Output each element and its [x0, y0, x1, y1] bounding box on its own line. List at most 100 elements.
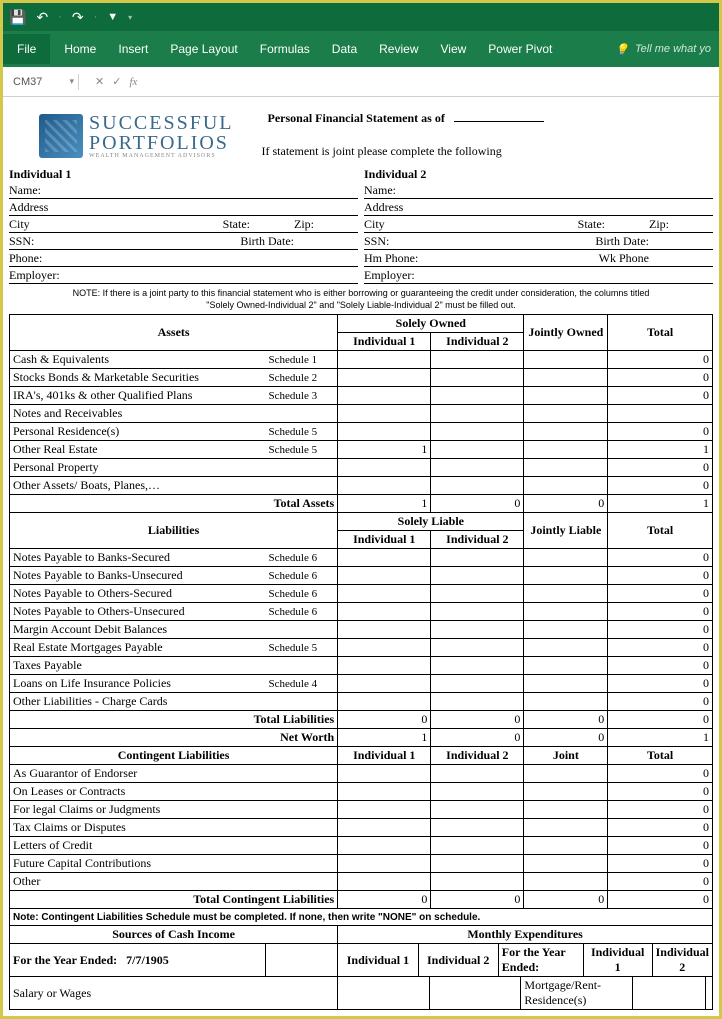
filter-icon[interactable]: ▼: [107, 11, 118, 23]
name-label: Name:: [9, 183, 45, 198]
separator: ·: [58, 11, 62, 23]
table-row[interactable]: Letters of Credit0: [10, 837, 713, 855]
assets-table[interactable]: Assets Solely Owned Jointly Owned Total …: [9, 314, 713, 1010]
tab-data[interactable]: Data: [332, 42, 357, 56]
tab-power-pivot[interactable]: Power Pivot: [488, 42, 552, 56]
tab-page-layout[interactable]: Page Layout: [170, 42, 237, 56]
undo-icon[interactable]: ↶: [36, 9, 48, 26]
ssn-label: SSN:: [364, 234, 393, 249]
expend-i2-cell[interactable]: [705, 977, 712, 1009]
table-row[interactable]: Notes Payable to Banks-UnsecuredSchedule…: [10, 567, 713, 585]
table-row[interactable]: Stocks Bonds & Marketable SecuritiesSche…: [10, 369, 713, 387]
joint-col-header: Joint: [524, 747, 608, 765]
table-row[interactable]: Real Estate Mortgages PayableSchedule 50: [10, 639, 713, 657]
table-row[interactable]: Loans on Life Insurance PoliciesSchedule…: [10, 675, 713, 693]
table-row[interactable]: Notes and Receivables: [10, 405, 713, 423]
total-header: Total: [608, 747, 713, 765]
table-row[interactable]: Notes Payable to Others-SecuredSchedule …: [10, 585, 713, 603]
net-worth-j: 0: [524, 729, 608, 747]
year-ended-label: For the Year Ended:: [13, 953, 117, 967]
statement-title: Personal Financial Statement as of: [262, 111, 445, 125]
worksheet[interactable]: SUCCESSFUL PORTFOLIOS WEALTH MANAGEMENT …: [3, 97, 719, 1016]
individual-2-column: Individual 2 Name: Address City State: Z…: [358, 167, 713, 284]
sources-header: Sources of Cash Income: [10, 926, 338, 944]
table-row[interactable]: Tax Claims or Disputes0: [10, 819, 713, 837]
name-box[interactable]: CM37 ▾: [9, 74, 79, 90]
total-liabilities-label: Total Liabilities: [10, 711, 338, 729]
statement-date-field[interactable]: [454, 121, 544, 122]
expend-row-label[interactable]: Mortgage/Rent-Residence(s): [521, 977, 632, 1009]
ind2-col-header: Individual 2: [652, 944, 712, 976]
city-label: City: [364, 217, 389, 232]
table-row[interactable]: Personal Property0: [10, 459, 713, 477]
ind2-col-header: Individual 2: [431, 747, 524, 765]
table-row[interactable]: Taxes Payable0: [10, 657, 713, 675]
tell-me-search[interactable]: 💡 Tell me what yo: [615, 43, 711, 56]
table-row[interactable]: Other0: [10, 873, 713, 891]
table-row[interactable]: Other Liabilities - Charge Cards0: [10, 693, 713, 711]
jointly-owned-header: Jointly Owned: [524, 315, 608, 351]
table-row[interactable]: Other Assets/ Boats, Planes,…0: [10, 477, 713, 495]
table-row[interactable]: Future Capital Contributions0: [10, 855, 713, 873]
net-worth-i2: 0: [431, 729, 524, 747]
logo-text-3: WEALTH MANAGEMENT ADVISORS: [89, 153, 234, 159]
tab-home[interactable]: Home: [64, 42, 96, 56]
separator: ·: [94, 11, 98, 23]
total-assets-label: Total Assets: [10, 495, 338, 513]
tell-me-label: Tell me what yo: [635, 43, 711, 55]
table-row[interactable]: Personal Residence(s)Schedule 50: [10, 423, 713, 441]
total-liab-i2: 0: [431, 711, 524, 729]
tab-view[interactable]: View: [441, 42, 467, 56]
liabilities-header: Liabilities: [10, 513, 338, 549]
income-i2-cell[interactable]: [430, 977, 521, 1009]
monthly-header: Monthly Expenditures: [338, 926, 713, 944]
solely-owned-header: Solely Owned: [338, 315, 524, 333]
table-row[interactable]: Notes Payable to Banks-SecuredSchedule 6…: [10, 549, 713, 567]
state-label: State:: [223, 217, 254, 232]
year-ended-label-2: For the Year Ended:: [498, 944, 583, 976]
table-row[interactable]: IRA's, 401ks & other Qualified PlansSche…: [10, 387, 713, 405]
employer-label: Employer:: [364, 268, 419, 283]
table-row[interactable]: Other Real EstateSchedule 511: [10, 441, 713, 459]
joint-note-2: "Solely Owned-Individual 2" and "Solely …: [9, 300, 713, 310]
expend-i1-cell[interactable]: [632, 977, 705, 1009]
tab-review[interactable]: Review: [379, 42, 418, 56]
table-row[interactable]: Notes Payable to Others-UnsecuredSchedul…: [10, 603, 713, 621]
ind1-col-header: Individual 1: [338, 944, 418, 976]
name-box-dropdown-icon[interactable]: ▾: [69, 76, 74, 87]
ind2-col-header: Individual 2: [431, 333, 524, 351]
total-cont-t: 0: [608, 891, 713, 909]
enter-icon[interactable]: ✓: [112, 75, 121, 88]
save-icon[interactable]: 💾: [9, 9, 26, 26]
redo-icon[interactable]: ↷: [72, 9, 84, 26]
tab-file[interactable]: File: [3, 34, 50, 64]
year-date: 7/7/1905: [126, 953, 169, 967]
table-row[interactable]: Margin Account Debit Balances0: [10, 621, 713, 639]
income-i1-cell[interactable]: [338, 977, 429, 1009]
income-row-label[interactable]: Salary or Wages: [10, 977, 338, 1010]
table-row[interactable]: For legal Claims or Judgments0: [10, 801, 713, 819]
tab-formulas[interactable]: Formulas: [260, 42, 310, 56]
birthdate-label: Birth Date:: [595, 234, 653, 249]
total-assets-j: 0: [524, 495, 608, 513]
cancel-icon[interactable]: ✕: [95, 75, 104, 88]
fx-icon[interactable]: fx: [129, 76, 137, 88]
table-row[interactable]: As Guarantor of Endorser0: [10, 765, 713, 783]
solely-liable-header: Solely Liable: [338, 513, 524, 531]
tab-insert[interactable]: Insert: [118, 42, 148, 56]
total-cont-i2: 0: [431, 891, 524, 909]
name-label: Name:: [364, 183, 400, 198]
total-liab-t: 0: [608, 711, 713, 729]
dropdown-icon[interactable]: ▾: [128, 13, 132, 22]
ind1-col-header: Individual 1: [338, 747, 431, 765]
table-row[interactable]: On Leases or Contracts0: [10, 783, 713, 801]
joint-instruction: If statement is joint please complete th…: [262, 144, 714, 159]
formula-bar[interactable]: ✕ ✓ fx: [87, 75, 137, 88]
ind1-col-header: Individual 1: [338, 531, 431, 549]
ind2-header: Individual 2: [364, 167, 713, 182]
state-label: State:: [578, 217, 609, 232]
table-row[interactable]: Cash & EquivalentsSchedule 10: [10, 351, 713, 369]
total-assets-i1: 1: [338, 495, 431, 513]
total-assets-t: 1: [608, 495, 713, 513]
ssn-label: SSN:: [9, 234, 38, 249]
